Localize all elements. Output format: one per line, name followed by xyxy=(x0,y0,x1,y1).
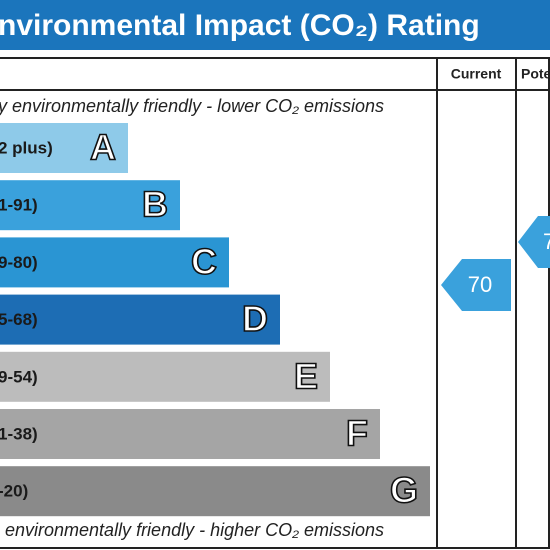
band-letter: A xyxy=(90,127,116,168)
title: nvironmental Impact (CO₂) Rating xyxy=(0,9,480,42)
current-arrow xyxy=(441,259,511,311)
band-bar xyxy=(0,294,280,345)
band-letter: E xyxy=(294,355,318,396)
band-range: 5-68) xyxy=(0,310,38,329)
band-bar xyxy=(0,466,430,517)
potential-rating: 7 xyxy=(543,229,550,254)
band-range: 2 plus) xyxy=(0,138,53,157)
bottom-note: environmentally friendly - higher CO₂ em… xyxy=(5,520,384,540)
current-header: Current xyxy=(451,66,502,82)
band-range: 1-91) xyxy=(0,196,38,215)
potential-arrow xyxy=(518,216,550,268)
potential-header: Pote xyxy=(521,66,550,82)
frame xyxy=(0,57,550,549)
title-bar xyxy=(0,0,550,50)
band-range: 9-54) xyxy=(0,367,38,386)
band-bar xyxy=(0,409,380,459)
band-letter: C xyxy=(191,241,217,282)
band-range: 9-80) xyxy=(0,253,38,272)
band-range: -20) xyxy=(0,482,28,501)
band-bar xyxy=(0,180,180,231)
band-letter: F xyxy=(346,413,368,454)
band-letter: D xyxy=(242,298,268,339)
current-rating: 70 xyxy=(468,272,492,297)
top-note: y environmentally friendly - lower CO₂ e… xyxy=(0,96,384,116)
band-range: 1-38) xyxy=(0,424,38,443)
bands: 2 plus) A 1-91) B 9-80) C 5-68) D 9-54) E 1-38) F -2… xyxy=(0,123,430,517)
band-letter: G xyxy=(390,470,418,511)
band-bar xyxy=(0,123,128,173)
band-letter: B xyxy=(142,184,168,225)
band-bar xyxy=(0,351,330,402)
band-bar xyxy=(0,237,229,288)
